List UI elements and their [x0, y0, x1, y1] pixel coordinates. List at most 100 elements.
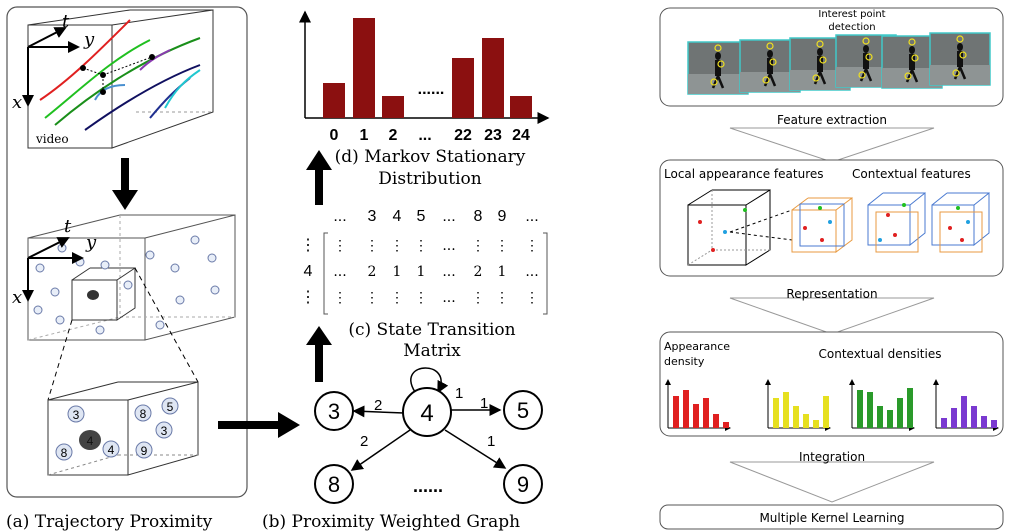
axis2-y-label: y [85, 232, 97, 253]
matrix-cell: ⋮ [414, 238, 428, 254]
matrix-cell: ⋮ [333, 238, 347, 254]
matrix-cell: 1 [393, 264, 402, 280]
hist-bar [991, 420, 997, 428]
matrix-cell: ⋮ [525, 290, 539, 306]
step-feature-extraction: Feature extraction [777, 113, 887, 127]
edge-label-to5: 1 [480, 395, 488, 412]
matrix-row-header-0: ⋮ [300, 237, 316, 254]
hist-bar [703, 398, 709, 428]
matrix-cell: ⋮ [471, 238, 485, 254]
interest-point [865, 53, 873, 61]
interest-label-2: detection [828, 22, 875, 33]
matrix-cell: ⋮ [390, 290, 404, 306]
hist-bar [941, 418, 947, 428]
caption-c-line2: Matrix [403, 341, 461, 361]
walker-leg [905, 69, 914, 83]
walker-leg [818, 71, 827, 85]
panel-a-frame [6, 6, 248, 498]
hist-bar [971, 406, 977, 428]
graph-ellipsis: ...... [413, 476, 443, 496]
feature-cubes [687, 189, 990, 266]
walker-head [863, 45, 869, 53]
bar-23 [482, 38, 504, 118]
step-integration: Integration [799, 450, 865, 464]
matrix-col-header-5: 8 [474, 208, 483, 225]
matrix-col-header-4: ... [442, 208, 455, 225]
matrix-cell: 1 [498, 264, 507, 280]
caption-d-line1: (d) Markov Stationary [335, 147, 526, 167]
walker-leg [910, 69, 919, 83]
walker-head [909, 46, 915, 54]
pipeline [659, 7, 1004, 530]
walker-head [957, 43, 963, 51]
hist-bar [867, 392, 873, 428]
matrix-cell: ... [442, 238, 455, 254]
video-cube-trajectories [22, 9, 214, 149]
caption-c-line1: (c) State Transition [348, 320, 515, 340]
caption-b: (b) Proximity Weighted Graph [262, 512, 520, 532]
panel-c-matrix [323, 232, 548, 315]
hist-bar [813, 420, 819, 428]
edge-label-to9: 1 [487, 433, 495, 450]
interest-point [816, 40, 824, 48]
frame-ground [688, 74, 748, 94]
caption-a: (a) Trajectory Proximity [6, 512, 213, 532]
bar-tick-6: 24 [512, 127, 530, 144]
matrix-cell: ... [333, 264, 346, 280]
step-representation: Representation [786, 287, 877, 301]
hist-bar [951, 408, 957, 428]
graph-node-9 [503, 464, 543, 504]
panel-a: t y x video [6, 6, 248, 532]
interest-point [862, 37, 870, 45]
interest-point [714, 44, 722, 52]
caption-d-line2: Distribution [378, 169, 482, 189]
zoom-node-4a: 4 [87, 434, 94, 448]
matrix-cell: 1 [417, 264, 426, 280]
walker-body [909, 54, 915, 70]
frame-ground [836, 67, 896, 87]
hist-bar [803, 414, 809, 428]
zoom-cube [47, 381, 199, 476]
walker-body [715, 60, 721, 76]
walker-leg [768, 73, 777, 87]
label-local-features: Local appearance features [664, 167, 824, 181]
graph-node-3 [314, 391, 354, 431]
matrix-col-header-7: ... [525, 208, 538, 225]
label-contextual-features: Contextual features [852, 167, 971, 181]
interest-point [959, 51, 967, 59]
graph-node-5 [503, 390, 543, 430]
label-appearance-density-2: density [664, 355, 705, 368]
axis2-x-label: x [12, 287, 22, 308]
edge-label-to8: 2 [360, 433, 368, 450]
panel-b-graph [314, 367, 543, 504]
matrix-col-header-6: 9 [498, 208, 507, 225]
matrix-cell: ... [442, 290, 455, 306]
matrix-cell: ⋮ [495, 238, 509, 254]
node-label-5: 5 [517, 398, 529, 423]
chart-dots: ...... [418, 81, 445, 98]
hist-bar [961, 396, 967, 428]
label-mkl: Multiple Kernel Learning [759, 511, 904, 525]
video-label: video [35, 132, 69, 146]
interest-point [904, 72, 912, 80]
matrix-cell: 2 [474, 264, 483, 280]
hist-bar [857, 390, 863, 428]
frame-ground [740, 72, 800, 92]
hist-bar [723, 422, 729, 428]
interest-point [956, 35, 964, 43]
hist-bar [823, 396, 829, 428]
node-label-4: 4 [420, 400, 433, 427]
matrix-cell: ... [442, 264, 455, 280]
walker-leg [763, 73, 772, 87]
axis-y-label: y [83, 29, 95, 50]
label-contextual-densities: Contextual densities [819, 347, 942, 361]
node-label-9: 9 [517, 472, 529, 497]
bar-tick-2: 2 [389, 127, 398, 144]
bar-2 [382, 96, 404, 118]
interest-point [769, 58, 777, 66]
hist-bar [981, 416, 987, 428]
pipeline-box-mkl [659, 504, 1004, 530]
interest-point [952, 69, 960, 77]
bar-24 [510, 96, 532, 118]
